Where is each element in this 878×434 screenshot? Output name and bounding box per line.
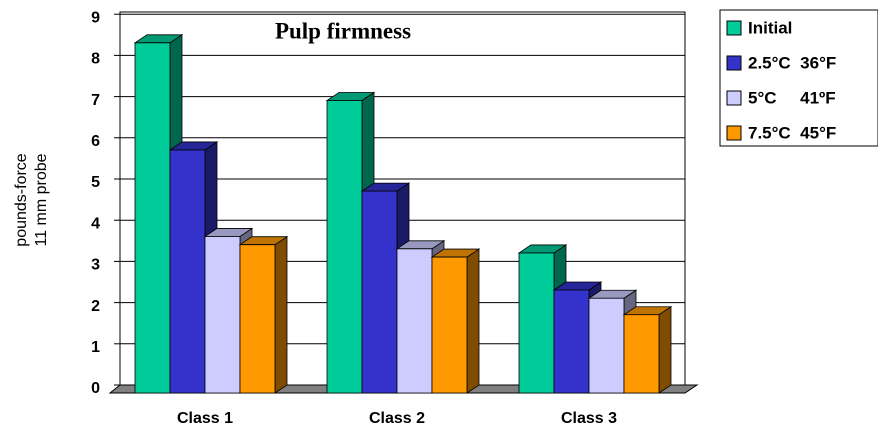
y-tick-label: 0 <box>91 380 100 397</box>
bar-front <box>553 289 590 394</box>
legend-swatch <box>726 90 742 106</box>
legend <box>719 9 878 147</box>
bar-front <box>588 297 625 394</box>
y-tick-label: 8 <box>91 51 100 68</box>
bar-front <box>623 314 660 394</box>
bar-front <box>431 256 468 394</box>
bar-front <box>204 236 241 394</box>
bar-front <box>396 248 433 394</box>
x-tick-label: Class 2 <box>369 410 425 427</box>
bar-side <box>658 305 672 394</box>
bar-front <box>518 252 555 394</box>
legend-label: 2.5°C 36°F <box>748 53 836 72</box>
y-tick-label: 9 <box>91 9 100 26</box>
y-tick-label: 4 <box>91 215 100 232</box>
bar-front <box>326 100 363 394</box>
y-tick-label: 7 <box>91 92 100 109</box>
x-tick-label: Class 1 <box>177 410 233 427</box>
bar-front <box>169 149 206 394</box>
bar <box>238 235 289 394</box>
y-axis-label-line: 11 mm probe <box>33 153 50 246</box>
y-tick-label: 1 <box>91 339 100 356</box>
bar-front <box>361 190 398 394</box>
legend-swatch <box>726 20 742 36</box>
bar <box>430 248 481 394</box>
legend-label: Initial <box>748 18 792 37</box>
y-tick-label: 5 <box>91 174 100 191</box>
y-tick-label: 2 <box>91 298 100 315</box>
x-tick-label: Class 3 <box>561 410 617 427</box>
y-axis-label-line: pounds-force <box>13 153 30 246</box>
legend-label: 7.5°C 45°F <box>748 123 836 142</box>
legend-swatch <box>726 55 742 71</box>
bar-side <box>466 248 480 394</box>
bar-front <box>239 244 276 394</box>
legend-label: 5°C 41ºF <box>748 88 836 107</box>
chart-title: Pulp firmness <box>275 18 411 43</box>
bar-side <box>274 235 288 394</box>
legend-swatch <box>726 125 742 141</box>
bar <box>622 305 673 394</box>
y-tick-label: 3 <box>91 257 100 274</box>
y-tick-label: 6 <box>91 133 100 150</box>
bar-front <box>134 42 171 394</box>
y-axis-label: pounds-force 11 mm probe <box>13 153 50 246</box>
